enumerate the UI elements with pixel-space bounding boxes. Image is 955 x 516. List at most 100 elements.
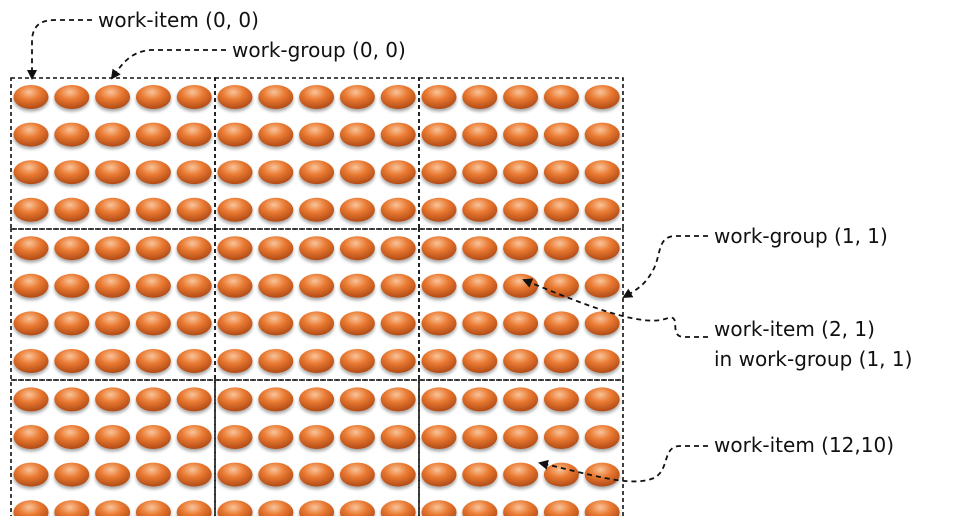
work-item	[584, 500, 620, 516]
work-item	[258, 160, 294, 185]
work-item	[462, 311, 498, 336]
work-items-layer	[13, 85, 620, 516]
work-item	[503, 349, 539, 373]
work-item	[503, 387, 539, 412]
work-item	[584, 311, 620, 336]
work-item	[421, 85, 457, 109]
work-item	[584, 462, 620, 487]
work-item	[543, 462, 579, 487]
work-item	[54, 311, 90, 336]
work-item	[339, 462, 375, 487]
connector-work-group-0-0	[110, 49, 226, 80]
work-item	[380, 236, 416, 261]
work-item	[503, 462, 539, 487]
work-item	[543, 387, 579, 412]
work-item	[217, 122, 253, 147]
work-item	[299, 387, 335, 412]
work-item	[380, 85, 416, 109]
work-item	[176, 387, 212, 412]
work-item	[339, 122, 375, 147]
work-item	[421, 311, 457, 336]
work-item	[462, 273, 498, 298]
work-item	[584, 425, 620, 449]
work-item	[135, 273, 171, 298]
work-item	[54, 197, 90, 222]
work-item	[421, 122, 457, 147]
work-item	[135, 197, 171, 222]
work-item	[258, 197, 294, 222]
work-item	[380, 462, 416, 487]
work-item	[176, 273, 212, 298]
work-item	[95, 273, 131, 298]
work-item	[54, 349, 90, 373]
work-item	[421, 160, 457, 185]
work-item	[462, 122, 498, 147]
work-item	[13, 425, 49, 449]
work-item	[299, 85, 335, 109]
work-group-border	[214, 379, 420, 516]
work-item	[380, 273, 416, 298]
work-item	[258, 462, 294, 487]
work-item	[462, 197, 498, 222]
work-item	[339, 85, 375, 109]
work-item	[543, 236, 579, 261]
work-item	[135, 85, 171, 109]
work-item	[217, 160, 253, 185]
work-item	[54, 500, 90, 516]
connector-work-item-12-10	[538, 445, 708, 483]
work-item	[339, 425, 375, 449]
work-item	[54, 122, 90, 147]
work-item	[176, 462, 212, 487]
work-item	[258, 387, 294, 412]
work-item	[217, 273, 253, 298]
work-item	[299, 197, 335, 222]
work-item	[95, 462, 131, 487]
work-item	[380, 349, 416, 373]
work-item	[54, 236, 90, 261]
work-item	[462, 160, 498, 185]
work-item	[339, 500, 375, 516]
work-item	[584, 122, 620, 147]
work-item	[217, 236, 253, 261]
work-item	[503, 311, 539, 336]
work-item	[339, 349, 375, 373]
work-group-border	[418, 379, 624, 516]
work-item	[13, 85, 49, 109]
work-item	[421, 349, 457, 373]
work-item	[13, 311, 49, 336]
work-item	[258, 349, 294, 373]
work-item	[176, 425, 212, 449]
work-item	[380, 500, 416, 516]
work-item	[503, 236, 539, 261]
work-item	[54, 387, 90, 412]
work-item	[13, 462, 49, 487]
work-item	[258, 85, 294, 109]
work-item	[13, 387, 49, 412]
work-item	[462, 500, 498, 516]
work-item	[543, 500, 579, 516]
work-item	[217, 387, 253, 412]
work-item	[543, 425, 579, 449]
work-item	[217, 197, 253, 222]
work-item	[339, 236, 375, 261]
work-item	[135, 500, 171, 516]
work-item	[13, 160, 49, 185]
work-item	[54, 462, 90, 487]
work-item	[95, 236, 131, 261]
work-item	[217, 349, 253, 373]
work-item	[380, 160, 416, 185]
work-item	[217, 462, 253, 487]
label-work-item-2-1-line1: work-item (2, 1)	[714, 317, 875, 341]
work-item	[299, 122, 335, 147]
work-item	[503, 273, 539, 298]
work-item	[13, 197, 49, 222]
work-item	[95, 85, 131, 109]
work-item	[13, 122, 49, 147]
work-item	[135, 349, 171, 373]
work-item	[95, 349, 131, 373]
work-item	[339, 160, 375, 185]
connector-work-item-0-0	[27, 19, 92, 80]
work-item	[299, 349, 335, 373]
work-item	[13, 273, 49, 298]
